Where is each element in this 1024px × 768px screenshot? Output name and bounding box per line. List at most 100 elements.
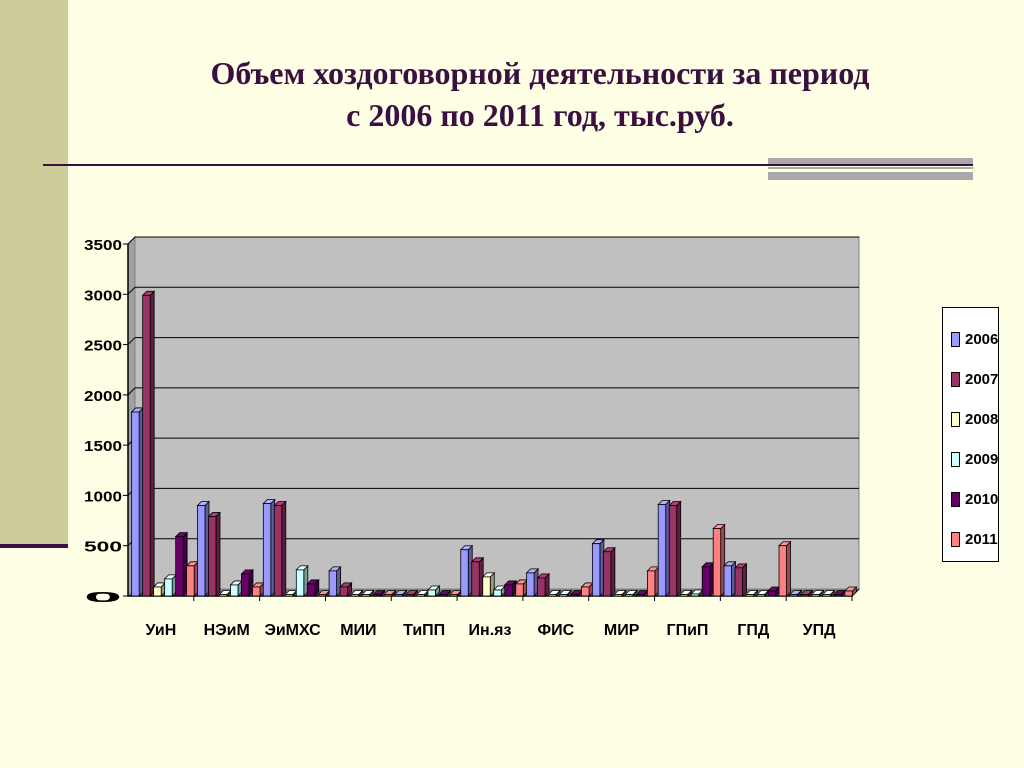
bar <box>646 570 656 597</box>
legend-label: 2007 <box>965 370 999 388</box>
legend-label: 2009 <box>965 450 999 468</box>
bar <box>339 586 349 597</box>
bar <box>624 594 634 597</box>
bar <box>712 528 722 597</box>
bar <box>350 594 360 597</box>
bar <box>219 594 228 597</box>
legend-item: 2008 <box>943 399 998 439</box>
legend-swatch <box>951 411 960 427</box>
bar <box>745 594 754 597</box>
bar-side <box>786 540 791 597</box>
bar <box>175 536 184 597</box>
bar-side <box>281 500 287 597</box>
bar <box>241 573 250 597</box>
title-line-2: с 2006 по 2011 год, тыс.руб. <box>346 97 734 133</box>
y-gridline-diag <box>127 337 136 345</box>
x-tick-label: УПД <box>803 622 836 639</box>
title-rule-accent <box>768 158 973 180</box>
y-tick-label: 0 <box>84 589 122 606</box>
y-gridline-diag <box>127 286 136 295</box>
y-gridline-diag <box>127 236 136 245</box>
left-decorative-band <box>0 0 68 546</box>
legend-label: 2011 <box>965 530 998 548</box>
y-tick-label: 3000 <box>84 287 122 304</box>
bar <box>833 594 842 597</box>
legend-swatch <box>951 451 960 467</box>
bar <box>427 589 436 597</box>
legend-item: 2010 <box>943 479 998 519</box>
y-tick-label: 3500 <box>84 237 122 254</box>
y-gridline-diag <box>127 387 136 396</box>
legend-swatch <box>951 331 960 347</box>
legend-swatch <box>951 491 960 507</box>
bar <box>361 594 371 597</box>
legend-item: 2006 <box>943 319 998 359</box>
legend-swatch <box>951 371 960 387</box>
bar <box>570 594 579 597</box>
legend-item: 2007 <box>943 359 998 399</box>
bar-side <box>215 511 221 597</box>
x-tick-label: НЭиМ <box>204 622 250 639</box>
bar <box>493 589 502 597</box>
bar <box>581 586 590 597</box>
bar <box>328 570 338 597</box>
legend-label: 2008 <box>965 410 999 428</box>
y-tick-label: 2500 <box>84 338 122 355</box>
bar <box>734 567 743 597</box>
bar <box>679 594 689 597</box>
bar <box>416 594 425 597</box>
bar <box>208 516 217 597</box>
bar <box>471 561 480 597</box>
bar <box>559 594 568 597</box>
bar <box>394 594 403 597</box>
bar-side <box>742 562 747 597</box>
bar <box>526 572 535 597</box>
bar <box>317 594 327 597</box>
bar <box>635 594 645 597</box>
bar <box>767 590 776 597</box>
y-tick-label: 1000 <box>84 488 122 505</box>
bar <box>548 594 557 597</box>
bar <box>822 594 831 597</box>
bar <box>372 594 382 597</box>
bar <box>613 594 623 597</box>
bar <box>800 594 809 597</box>
bar-side <box>149 290 155 597</box>
bar <box>811 594 820 597</box>
x-tick-label: ФИС <box>537 622 574 639</box>
bar <box>668 505 678 597</box>
x-tick-label: ЭиМХС <box>264 622 321 639</box>
bar <box>723 565 732 597</box>
x-tick-label: УиН <box>146 622 177 639</box>
legend-swatch <box>951 531 960 547</box>
y-tick-label: 2000 <box>84 388 122 405</box>
bar <box>252 586 261 597</box>
bar <box>186 565 195 597</box>
bar <box>515 583 524 597</box>
bar <box>438 594 447 597</box>
bar <box>306 583 316 597</box>
bar <box>460 549 469 597</box>
bar-side <box>610 546 616 597</box>
bar <box>164 578 173 597</box>
legend-label: 2006 <box>965 330 999 348</box>
bar <box>756 594 765 597</box>
bar <box>591 543 601 597</box>
legend-item: 2011 <box>943 519 998 559</box>
bar <box>504 584 513 597</box>
x-tick-label: ТиПП <box>403 622 445 639</box>
x-tick-label: МИР <box>604 622 640 639</box>
bar <box>701 566 711 597</box>
bar <box>449 594 458 597</box>
bar <box>690 593 700 597</box>
slide-title: Объем хоздоговорной деятельности за пери… <box>75 52 1005 136</box>
bar <box>230 584 239 597</box>
bar <box>602 551 612 597</box>
x-tick-label: ГПиП <box>667 622 709 639</box>
title-line-1: Объем хоздоговорной деятельности за пери… <box>210 55 870 91</box>
chart-back-wall <box>134 236 860 590</box>
x-tick-label: ГПД <box>737 622 770 639</box>
bar <box>153 586 162 597</box>
bar <box>537 577 546 597</box>
